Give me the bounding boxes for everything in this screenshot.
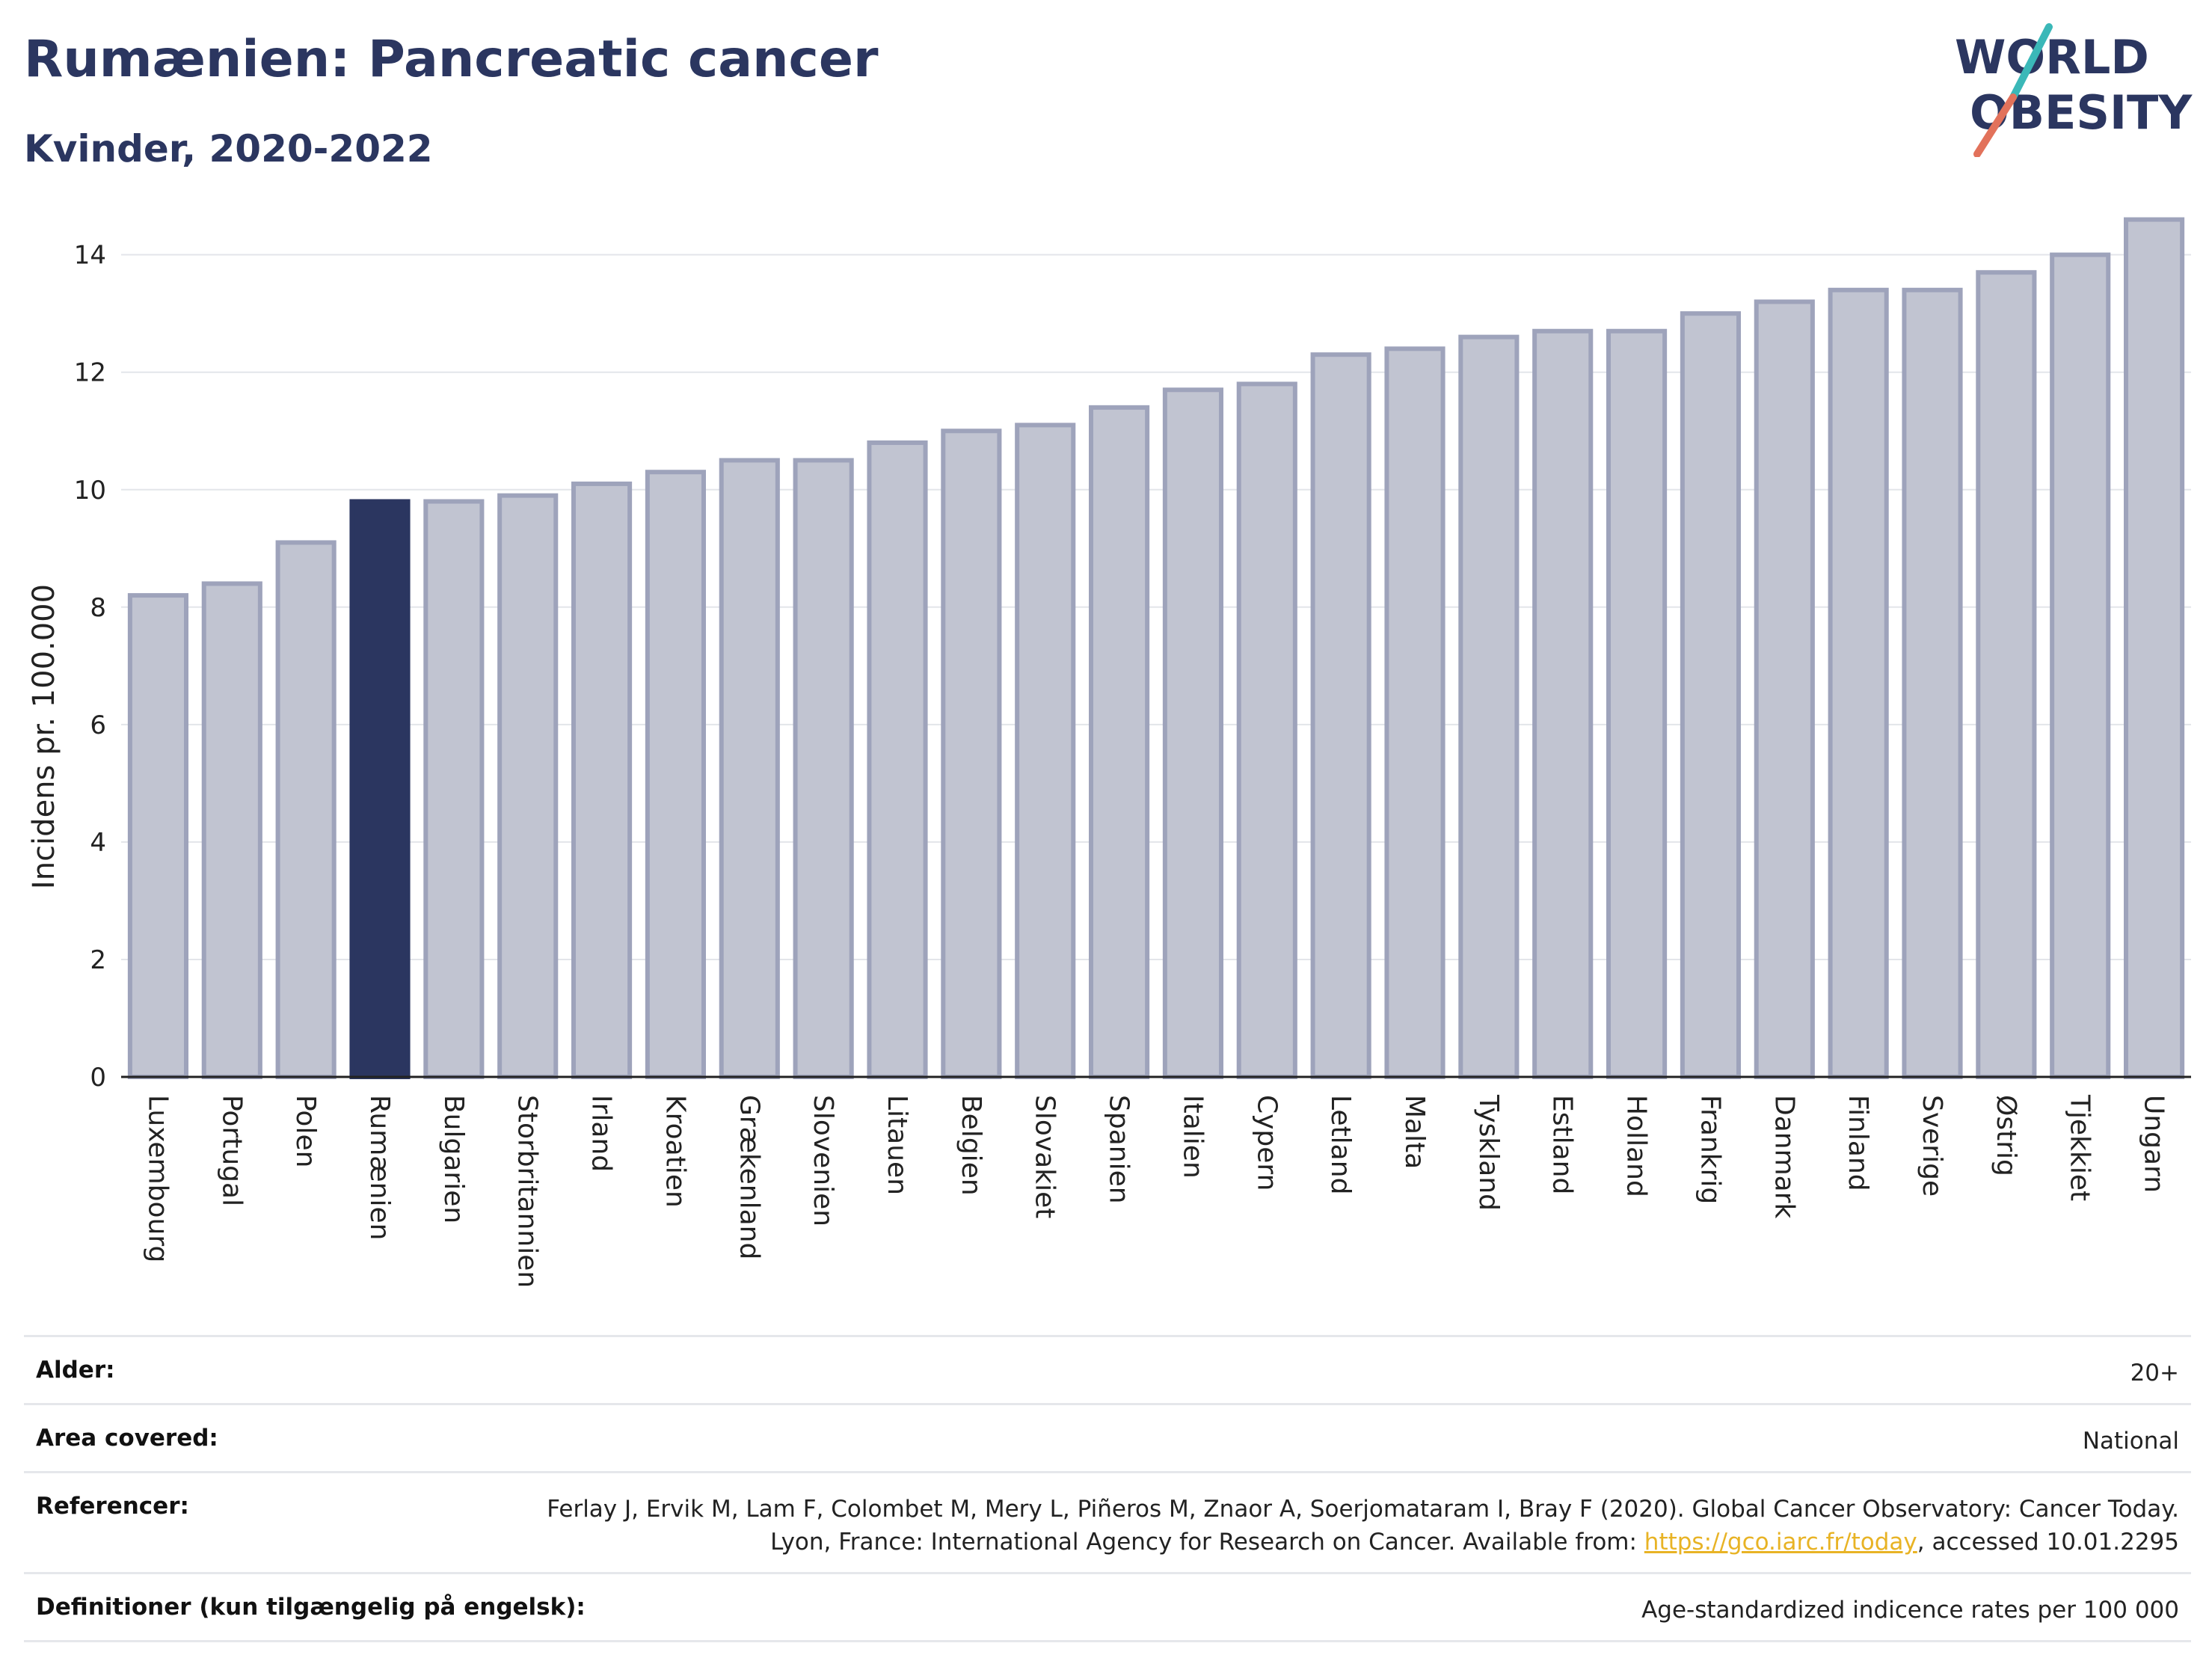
bar-23 [1828,287,1889,1079]
info-key-references: Referencer: [36,1493,189,1520]
x-tick-label-12: Slovakiet [1030,1095,1060,1218]
x-tick-label-10: Litauen [882,1095,912,1195]
x-tick-label-4: Bulgarien [438,1095,469,1223]
x-tick-label-15: Cypern [1251,1095,1282,1191]
world-obesity-logo: WORLD OBESITY [1955,23,2193,157]
bar-12 [1015,423,1076,1079]
y-tick-label-7: 14 [74,241,106,271]
bar-8 [719,458,780,1079]
bar-11 [941,429,1002,1079]
bar-3 [349,499,411,1079]
bar-25 [1976,270,2037,1080]
info-row-definitions: Definitioner (kun tilgængelig på engelsk… [24,1572,2191,1642]
info-key-area: Area covered: [36,1425,218,1452]
bar-chart: 0 2 4 6 8 10 12 14 Luxembourg Portugal Polen Rumæn… [27,217,2191,1288]
bar-17 [1384,346,1446,1080]
x-tick-label-9: Slovenien [808,1095,838,1226]
y-tick-label-3: 6 [90,710,106,740]
y-tick-label-5: 10 [74,476,106,506]
info-table: Alder: 20+ Area covered: National Refere… [24,1335,2191,1642]
reference-text: Ferlay J, Ervik M, Lam F, Colombet M, Me… [547,1496,2179,1556]
info-row-area: Area covered: National [24,1403,2191,1471]
bar-21 [1680,311,1741,1079]
reference-link[interactable]: https://gco.iarc.fr/today [1644,1529,1917,1556]
x-tick-label-21: Frankrig [1695,1095,1725,1204]
info-value-area: National [2082,1428,2179,1455]
x-tick-label-24: Sverige [1917,1095,1947,1197]
y-tick-label-0: 0 [90,1063,106,1093]
x-tick-label-19: Estland [1547,1095,1578,1194]
x-tick-label-17: Malta [1399,1095,1430,1169]
x-axis-labels: Luxembourg Portugal Polen Rumænien Bulgarien… [142,1094,2169,1288]
y-tick-label-6: 12 [74,358,106,388]
bar-22 [1754,299,1815,1079]
info-value-definitions: Age-standardized indicence rates per 100… [1641,1597,2179,1624]
bar-6 [571,481,633,1079]
info-value-age: 20+ [2130,1360,2179,1387]
bars [127,217,2185,1080]
reference-accessed: , accessed 10.01.2295 [1917,1529,2179,1556]
y-axis-label: Incidens pr. 100.000 [27,584,61,889]
y-tick-label-2: 4 [90,828,106,858]
chart-subtitle: Kvinder, 2020-2022 [24,127,433,171]
bar-20 [1606,328,1668,1080]
x-tick-label-14: Italien [1177,1095,1208,1179]
bar-24 [1902,287,1963,1079]
x-tick-label-23: Finland [1843,1095,1873,1191]
info-row-age: Alder: 20+ [24,1335,2191,1403]
x-tick-label-20: Holland [1621,1095,1652,1197]
y-tick-label-4: 8 [90,593,106,623]
bar-9 [793,458,854,1079]
info-row-references: Referencer: Ferlay J, Ervik M, Lam F, Co… [24,1471,2191,1572]
x-tick-label-1: Portugal [216,1095,247,1206]
bar-16 [1310,352,1371,1079]
x-tick-label-27: Ungarn [2139,1095,2169,1193]
x-tick-label-13: Spanien [1104,1095,1134,1204]
bar-14 [1162,387,1223,1080]
y-tick-label-1: 2 [90,945,106,975]
bar-27 [2124,217,2185,1080]
info-key-definitions: Definitioner (kun tilgængelig på engelsk… [36,1594,586,1621]
x-tick-label-16: Letland [1325,1095,1356,1194]
bar-2 [275,540,337,1080]
bar-7 [645,470,706,1079]
x-tick-label-11: Belgien [956,1095,986,1196]
bar-15 [1236,381,1297,1080]
x-tick-label-22: Danmark [1769,1095,1799,1219]
bar-19 [1532,328,1594,1080]
x-tick-label-26: Tjekkiet [2065,1094,2095,1201]
bar-1 [201,581,262,1079]
bar-26 [2050,252,2111,1079]
bar-0 [127,593,188,1079]
x-tick-label-7: Kroatien [660,1095,690,1208]
x-tick-label-5: Storbritannien [512,1095,543,1288]
x-tick-label-3: Rumænien [364,1095,395,1240]
x-tick-label-8: Grækenland [734,1095,764,1259]
x-tick-label-25: Østrig [1991,1095,2021,1176]
bar-4 [423,499,485,1079]
x-tick-label-6: Irland [586,1095,617,1172]
bar-13 [1089,405,1150,1079]
logo-slash-top [2009,23,2053,101]
bar-18 [1458,334,1520,1080]
logo-slash-bottom [1973,93,2017,157]
chart-title: Rumænien: Pancreatic cancer [24,30,879,89]
y-axis-ticks: 0 2 4 6 8 10 12 14 [74,241,106,1093]
logo-line-1: WORLD [1955,30,2149,85]
bar-5 [497,493,559,1080]
x-tick-label-18: Tyskland [1473,1094,1504,1211]
x-tick-label-0: Luxembourg [142,1095,173,1262]
bar-10 [867,440,928,1080]
x-tick-label-2: Polen [290,1095,321,1167]
info-key-age: Alder: [36,1357,115,1384]
info-value-references: Ferlay J, Ervik M, Lam F, Colombet M, Me… [534,1493,2179,1559]
